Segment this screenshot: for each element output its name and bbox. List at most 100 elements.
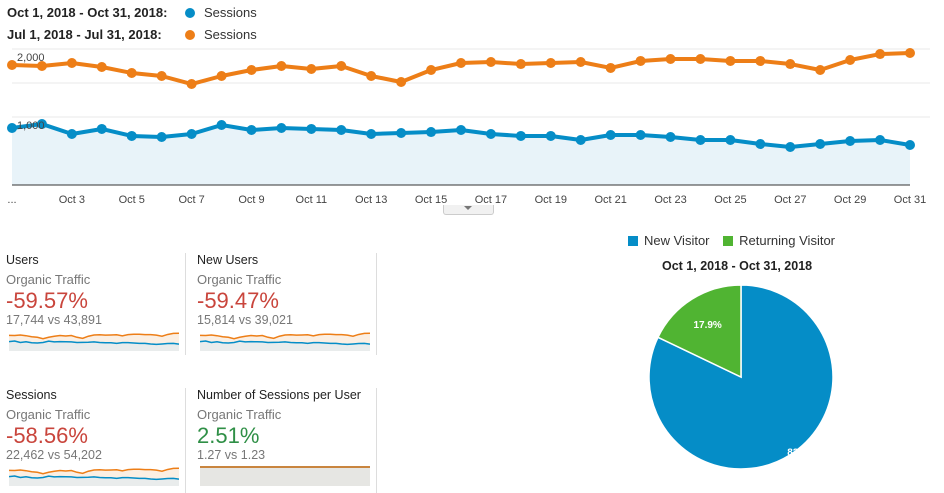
card-change: -58.56% (6, 423, 88, 448)
caret-down-icon (464, 206, 472, 210)
data-point (336, 61, 347, 71)
legend-series-previous[interactable]: Sessions (204, 27, 257, 42)
legend-row-previous: Jul 1, 2018 - Jul 31, 2018: Sessions (7, 27, 257, 42)
x-tick-label: Oct 27 (774, 194, 806, 206)
series-line-previous (11, 51, 911, 87)
sparkline-line (9, 475, 179, 481)
sessions-line-chart[interactable]: 2,000 1,000... Oct 3 Oct 5 Oct 7 Oct 9 Oct 11 O… (0, 40, 944, 208)
x-tick-label: Oct 31 (894, 194, 926, 206)
data-point (336, 124, 347, 135)
data-point (426, 127, 437, 138)
x-tick-label: Oct 11 (296, 194, 328, 206)
data-point (575, 56, 586, 67)
data-point (126, 130, 137, 141)
data-point (276, 123, 287, 134)
pie-legend: New Visitor Returning Visitor (628, 233, 835, 248)
card-change: 2.51% (197, 423, 260, 448)
metric-card-users[interactable]: Users Organic Traffic -59.57% 17,744 vs … (6, 253, 182, 353)
legend-label: Returning Visitor (739, 233, 836, 248)
metric-card-sessions[interactable]: Sessions Organic Traffic -58.56% 22,462 … (6, 388, 182, 488)
sparkline-area (200, 467, 370, 486)
sparkline-line (9, 467, 179, 475)
data-point (665, 53, 676, 64)
data-point (66, 58, 77, 69)
x-tick-label: Oct 25 (714, 194, 746, 206)
data-point (545, 58, 556, 69)
card-change: -59.57% (6, 288, 88, 313)
card-divider (185, 388, 186, 493)
x-tick-label: Oct 3 (59, 194, 85, 206)
card-divider (185, 253, 186, 355)
x-tick-label: Oct 7 (178, 194, 204, 206)
x-tick-label: Oct 13 (355, 194, 387, 206)
visitor-pie-chart[interactable]: 82.1% 17.9% (640, 280, 840, 480)
card-segment: Organic Traffic (6, 407, 91, 422)
legend-series-current[interactable]: Sessions (204, 5, 257, 20)
data-point (575, 134, 586, 145)
data-point (186, 129, 197, 139)
card-divider (376, 388, 377, 493)
data-point (545, 130, 556, 141)
data-point (605, 62, 616, 73)
legend-swatch-icon (628, 236, 638, 246)
data-point (635, 55, 646, 66)
card-comparison: 15,814 vs 39,021 (197, 313, 293, 327)
y-tick-label: 1,000 (17, 120, 45, 132)
card-segment: Organic Traffic (197, 407, 282, 422)
legend-dot-icon (185, 30, 195, 40)
legend-item-returning-visitor[interactable]: Returning Visitor (723, 233, 835, 248)
data-point (36, 119, 47, 130)
data-point (815, 138, 826, 149)
legend-range-previous: Jul 1, 2018 - Jul 31, 2018: (7, 27, 162, 42)
data-point (725, 55, 736, 66)
pie-slice-label: 82.1% (787, 447, 815, 458)
data-point (905, 140, 915, 151)
data-point (875, 49, 886, 60)
y-tick-label: 2,000 (17, 52, 45, 64)
data-point (96, 123, 107, 134)
x-tick-label: Oct 9 (238, 194, 264, 206)
x-tick-label: Oct 15 (415, 194, 447, 206)
chart-collapse-toggle[interactable] (443, 205, 494, 215)
data-point (186, 79, 197, 90)
legend-item-new-visitor[interactable]: New Visitor (628, 233, 710, 248)
legend-dot-icon (185, 8, 195, 18)
x-tick-label: Oct 29 (834, 194, 866, 206)
sparkline-line (200, 340, 370, 346)
legend-range-current: Oct 1, 2018 - Oct 31, 2018: (7, 5, 168, 20)
data-point (396, 127, 407, 138)
data-point (156, 131, 167, 142)
pie-slice-new-visitor (648, 284, 834, 470)
sparkline-line (200, 332, 370, 340)
metric-card-new-users[interactable]: New Users Organic Traffic -59.47% 15,814… (197, 253, 373, 353)
data-point (7, 123, 17, 134)
data-point (456, 58, 466, 69)
data-point (66, 129, 77, 139)
data-point (665, 131, 676, 142)
data-point (7, 59, 17, 70)
card-title: Number of Sessions per User (197, 388, 361, 402)
data-point (246, 124, 257, 135)
pie-slice-returning-visitor (657, 284, 742, 379)
data-point (725, 134, 736, 145)
data-point (216, 70, 227, 81)
data-point (785, 141, 796, 152)
card-comparison: 17,744 vs 43,891 (6, 313, 102, 327)
card-sparkline (200, 466, 370, 486)
data-point (485, 56, 496, 67)
data-point (845, 55, 856, 66)
data-point (605, 130, 616, 141)
card-sparkline (9, 467, 179, 486)
card-comparison: 22,462 vs 54,202 (6, 448, 102, 462)
data-point (815, 65, 826, 76)
card-title: Users (6, 253, 39, 267)
sparkline-line (9, 332, 179, 340)
data-point (156, 70, 167, 81)
data-point (695, 134, 706, 145)
card-title: New Users (197, 253, 259, 267)
metric-card-sessions-per-user[interactable]: Number of Sessions per User Organic Traf… (197, 388, 373, 488)
data-point (306, 123, 317, 134)
card-divider (376, 253, 377, 355)
data-point (785, 59, 796, 70)
x-tick-label: Oct 17 (475, 194, 507, 206)
